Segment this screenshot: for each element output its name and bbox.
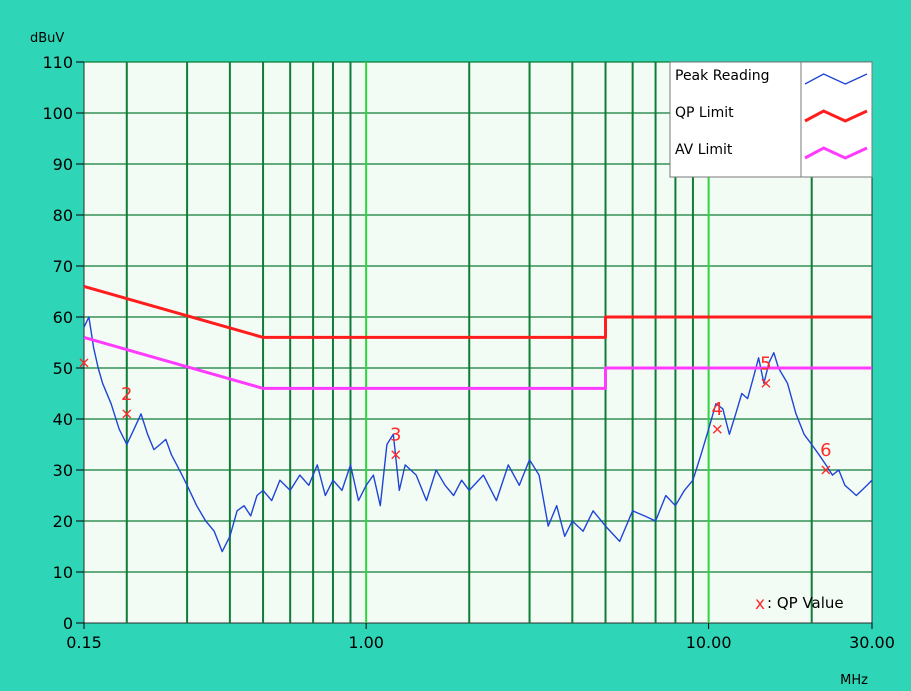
qp-cross-icon [122,409,132,419]
y-tick-label: 70 [53,257,73,276]
y-tick-label: 20 [53,512,73,531]
series-layer [83,284,873,553]
qp-cross-icon [391,450,401,460]
legend-label: QP Limit [675,105,734,121]
qp-marker [79,358,89,368]
legend-swatch [804,73,868,85]
y-tick-label: 60 [53,308,73,327]
qp-cross-icon [821,465,831,475]
qp-marker-label: 3 [390,425,401,446]
qp-marker: 3 [390,425,401,460]
qp-cross-icon [712,424,722,434]
qp-marker-label: 6 [820,440,831,461]
qp-marker-label: 5 [760,353,771,374]
legend-swatch [804,146,868,160]
legend-label: AV Limit [675,142,733,158]
qp-marker: 2 [121,384,133,419]
y-tick-label: 10 [53,563,73,582]
y-axis-unit: dBuV [30,31,64,46]
y-tick-label: 40 [53,410,73,429]
series-line-qp-limit [83,284,872,339]
qp-note-label: : QP Value [767,594,844,612]
series-line-av-limit [83,335,872,390]
axes: 0 10 20 30 40 50 60 70 80 90 100 110 0.15 1.00 10.00 30… [30,31,895,688]
qp-marker-label: 2 [121,384,132,405]
x-axis-unit: MHz [840,673,868,688]
qp-marker: 4 [712,399,723,434]
qp-marker-layer: 2 3 4 5 6 [79,353,832,475]
legend: Peak Reading QP Limit AV Limit x: QP Value [669,61,873,614]
qp-cross-icon [761,378,771,388]
qp-cross-icon [79,358,89,368]
y-tick-label: 110 [42,53,73,72]
x-tick-label: 30.00 [849,633,895,652]
qp-marker: 6 [820,440,832,475]
qp-marker-label: 4 [712,399,723,420]
y-tick-label: 90 [53,155,73,174]
y-tick-label: 100 [42,104,73,123]
x-tick-label: 0.15 [66,633,102,652]
qp-note: x: QP Value [755,594,844,614]
y-tick-label: 80 [53,206,73,225]
grid [84,61,872,623]
series-line-peak-reading [83,316,873,553]
x-tick-label: 10.00 [686,633,732,652]
qp-note-symbol: x [755,594,765,614]
qp-marker: 5 [760,353,772,388]
y-tick-label: 30 [53,461,73,480]
x-tick-label: 1.00 [348,633,384,652]
legend-label: Peak Reading [675,68,770,84]
y-tick-label: 0 [63,614,73,633]
legend-swatch [804,109,868,123]
y-tick-label: 50 [53,359,73,378]
